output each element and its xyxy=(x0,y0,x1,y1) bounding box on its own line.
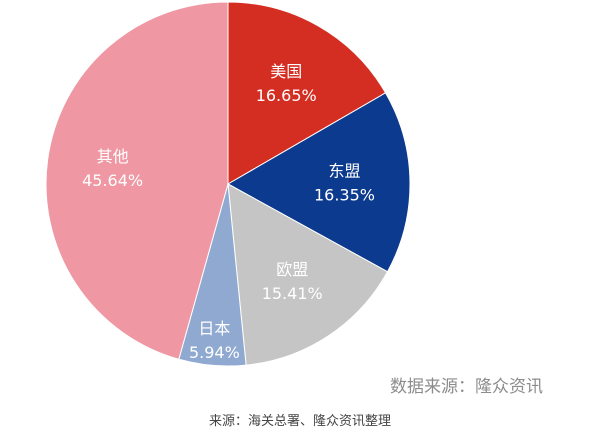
pie-slice-4 xyxy=(45,1,229,360)
slice-value-2: 15.41% xyxy=(262,284,323,303)
pie-slice-0 xyxy=(227,1,387,185)
watermark-text: 数据来源：隆众资讯 xyxy=(390,377,543,397)
source-note: 来源：海关总署、隆众资讯整理 xyxy=(208,414,391,429)
slice-label-0: 美国 xyxy=(270,62,302,81)
pie-slice-2 xyxy=(227,183,389,366)
pie-labels: 美国 16.65% 东盟 16.35% 欧盟 15.41% 日本 5.94% 其他 45.64% xyxy=(82,62,375,362)
slice-label-2: 欧盟 xyxy=(276,260,308,279)
slice-value-1: 16.35% xyxy=(314,186,375,205)
slice-value-0: 16.65% xyxy=(256,86,317,105)
slice-value-3: 5.94% xyxy=(189,343,240,362)
pie-slices xyxy=(45,1,411,367)
slice-label-4: 其他 xyxy=(97,147,129,166)
slice-label-3: 日本 xyxy=(198,319,230,338)
slice-value-4: 45.64% xyxy=(82,171,143,190)
slice-label-1: 东盟 xyxy=(328,162,360,181)
pie-slice-1 xyxy=(226,92,411,273)
